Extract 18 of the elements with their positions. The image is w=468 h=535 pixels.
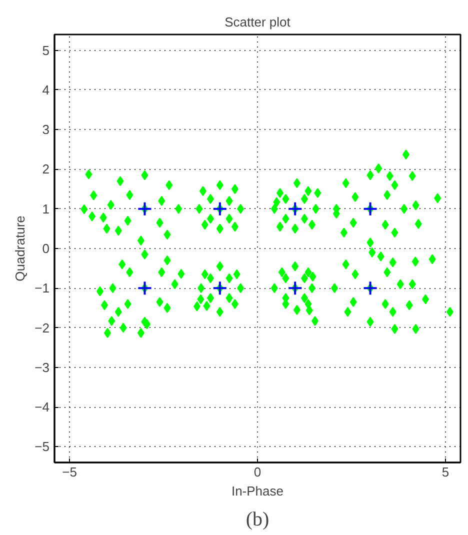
y-tick-label: −2 (34, 320, 50, 336)
y-tick-label: 1 (42, 201, 50, 216)
y-tick-label: −5 (34, 439, 50, 454)
y-tick-label: 5 (42, 42, 50, 58)
y-axis-title: Quadrature (12, 216, 28, 282)
x-tick-label: −5 (62, 464, 77, 480)
x-tick-label: 0 (254, 464, 262, 480)
x-tick-label: 5 (442, 464, 450, 480)
y-tick-label: 0 (42, 241, 50, 256)
text: (b) (246, 508, 270, 530)
y-tick-label: 2 (42, 162, 50, 177)
y-tick-label: 4 (42, 82, 50, 98)
y-tick-label: 3 (42, 122, 50, 138)
y-tick-label: −4 (34, 400, 50, 415)
x-axis-title: In-Phase (231, 484, 284, 498)
chart-title: Scatter plot (224, 14, 291, 30)
y-tick-label: −3 (34, 360, 50, 375)
y-tick-label: −1 (34, 280, 50, 296)
